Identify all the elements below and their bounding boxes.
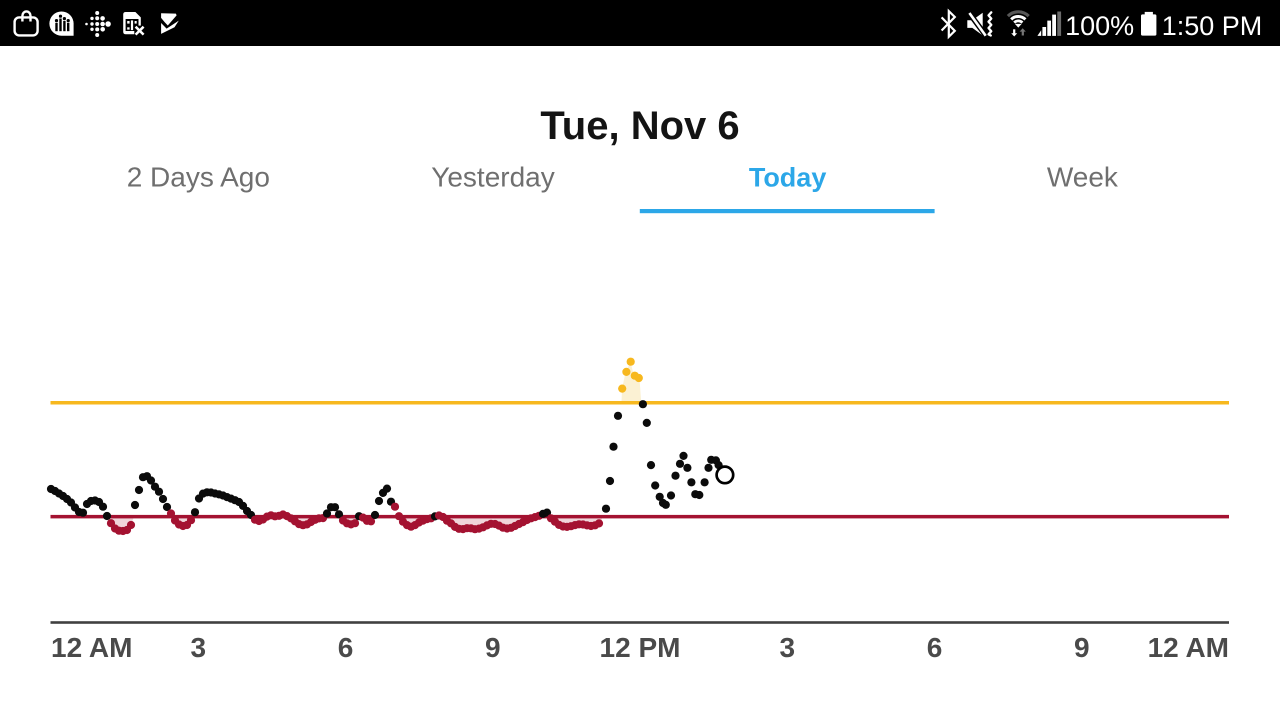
svg-text:9: 9 <box>485 632 501 663</box>
svg-text:3: 3 <box>191 632 207 663</box>
svg-text:2 Days Ago: 2 Days Ago <box>127 162 270 193</box>
svg-text:Yesterday: Yesterday <box>431 162 555 193</box>
svg-text:Week: Week <box>1047 162 1119 193</box>
svg-text:12 AM: 12 AM <box>51 632 132 663</box>
svg-text:12 PM: 12 PM <box>600 632 681 663</box>
svg-text:12 AM: 12 AM <box>1148 632 1229 663</box>
svg-text:Tue, Nov 6: Tue, Nov 6 <box>540 104 739 148</box>
svg-text:6: 6 <box>338 632 354 663</box>
svg-text:1:50 PM: 1:50 PM <box>1162 11 1263 41</box>
svg-text:100%: 100% <box>1065 11 1134 41</box>
svg-text:3: 3 <box>780 632 796 663</box>
svg-text:6: 6 <box>927 632 943 663</box>
svg-text:Today: Today <box>749 163 827 193</box>
svg-text:9: 9 <box>1074 632 1090 663</box>
